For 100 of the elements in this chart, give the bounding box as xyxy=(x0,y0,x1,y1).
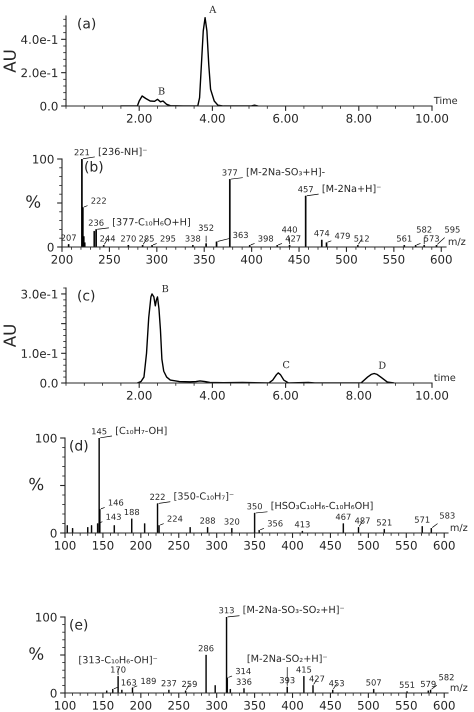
x-tick-label: 350 xyxy=(244,700,266,710)
annotation: 313 xyxy=(219,607,234,614)
annotation: [M-2Na-SO₃-SO₂+H]⁻ xyxy=(244,606,344,614)
annotation: 583 xyxy=(440,512,455,519)
annotation: 286 xyxy=(198,645,214,652)
annotation: B xyxy=(162,285,168,292)
annotation: 320 xyxy=(224,518,240,525)
annotation: 145 xyxy=(92,428,106,434)
annotation: (a) xyxy=(78,18,96,30)
annotation: 457 xyxy=(298,186,313,192)
y-tick-label: 0.0 xyxy=(40,378,58,388)
x-tick-label: 500 xyxy=(358,700,379,710)
x-tick-label: 200 xyxy=(130,540,152,550)
y-tick-label: 0 xyxy=(50,528,57,538)
y-tick-label: 0 xyxy=(50,688,57,698)
annotation: 244 xyxy=(100,235,116,242)
annotation: 398 xyxy=(258,235,274,242)
annotation: 363 xyxy=(233,232,248,238)
annotation: 224 xyxy=(168,515,182,522)
annotation: 487 xyxy=(354,517,370,524)
annotation: [236-NH]⁻ xyxy=(98,148,147,156)
annotation: [M-2Na-SO₂+H]⁻ xyxy=(248,654,327,664)
y-tick-label: 2.0e-1 xyxy=(21,68,58,78)
x-tick-label: 550 xyxy=(396,540,417,550)
annotation: 427 xyxy=(286,235,300,242)
annotation: 259 xyxy=(182,680,197,688)
x-axis-title: Time xyxy=(434,96,458,104)
annotation: (c) xyxy=(78,290,94,302)
annotation: (e) xyxy=(70,619,88,632)
y-tick-label: 1.0e-1 xyxy=(22,349,58,358)
x-tick-label: 450 xyxy=(288,254,310,264)
annotation: 582 xyxy=(439,674,454,680)
x-tick-label: 550 xyxy=(396,700,417,710)
x-tick-label: 600 xyxy=(434,540,455,550)
x-tick-label: 400 xyxy=(282,700,304,710)
annotation: [350-C₁₀H₇]⁻ xyxy=(174,492,234,501)
annotation: 579 xyxy=(420,680,436,688)
annotation: 467 xyxy=(336,514,351,520)
annotation: 582 xyxy=(416,226,432,233)
x-tick-label: 250 xyxy=(168,700,190,710)
annotation: A xyxy=(209,6,216,13)
annotation: D xyxy=(378,362,386,369)
annotation: 479 xyxy=(334,232,350,239)
x-tick-label: 250 xyxy=(168,540,190,550)
annotation: 352 xyxy=(198,224,214,231)
x-axis-title: m/z xyxy=(450,524,468,532)
annotation: 573 xyxy=(424,235,439,242)
x-tick-label: 8.00 xyxy=(346,390,372,400)
x-tick-label: 450 xyxy=(320,700,341,710)
x-tick-label: 10.00 xyxy=(416,390,448,400)
annotation: (d) xyxy=(70,440,88,452)
y-tick-label: 100 xyxy=(33,154,54,164)
annotation: 188 xyxy=(124,508,140,516)
x-tick-label: 150 xyxy=(92,700,114,710)
annotation: 415 xyxy=(296,666,312,673)
y-tick-label: 100 xyxy=(36,612,57,622)
x-tick-label: 500 xyxy=(336,254,357,264)
x-tick-label: 2.00 xyxy=(126,390,152,400)
annotation: 595 xyxy=(445,226,460,233)
annotation: 163 xyxy=(122,679,136,686)
x-tick-label: 2.00 xyxy=(126,114,152,123)
annotation: 338 xyxy=(186,235,200,242)
x-tick-label: 8.00 xyxy=(346,114,372,123)
annotation: [M-2Na-SO₃+H]- xyxy=(246,168,325,176)
annotation: 512 xyxy=(354,235,369,242)
annotation: 474 xyxy=(314,230,330,236)
annotation: 551 xyxy=(400,682,414,688)
x-tick-label: 500 xyxy=(358,540,379,550)
annotation: 507 xyxy=(366,679,381,686)
annotation: 237 xyxy=(162,680,176,686)
y-tick-label: 0 xyxy=(48,242,54,252)
annotation: 413 xyxy=(294,521,310,528)
annotation: 314 xyxy=(236,668,251,674)
x-tick-label: 350 xyxy=(194,254,215,264)
y-tick-label: 3.0e-1 xyxy=(21,290,58,299)
annotation: 236 xyxy=(88,219,104,226)
x-tick-label: 350 xyxy=(244,540,266,550)
x-tick-label: 600 xyxy=(430,254,452,264)
annotation: 170 xyxy=(111,666,126,673)
annotation: (b) xyxy=(85,161,102,174)
x-tick-label: 300 xyxy=(206,540,228,550)
x-tick-label: 150 xyxy=(92,540,114,550)
y-tick-label: 0.0 xyxy=(40,102,58,111)
y-tick-label: 4.0e-1 xyxy=(21,35,58,44)
x-tick-label: 6.00 xyxy=(273,390,298,400)
x-tick-label: 400 xyxy=(240,254,262,264)
annotation: 222 xyxy=(91,197,106,204)
x-tick-label: 200 xyxy=(52,254,72,264)
x-tick-label: 550 xyxy=(383,254,404,264)
x-tick-label: 450 xyxy=(320,540,341,550)
x-tick-label: 4.00 xyxy=(200,114,225,123)
annotation: 356 xyxy=(268,520,283,527)
y-tick-label: 100 xyxy=(36,434,57,443)
x-axis-title: m/z xyxy=(448,238,466,246)
annotation: 270 xyxy=(121,235,136,242)
annotation: [HSO₃C₁₀H₆-C₁₀H₆OH] xyxy=(272,502,373,510)
annotation: 189 xyxy=(141,678,156,684)
annotation: 427 xyxy=(309,675,324,682)
annotation: [313-C₁₀H₆-OH]⁻ xyxy=(79,656,158,665)
annotation: 288 xyxy=(200,517,215,524)
